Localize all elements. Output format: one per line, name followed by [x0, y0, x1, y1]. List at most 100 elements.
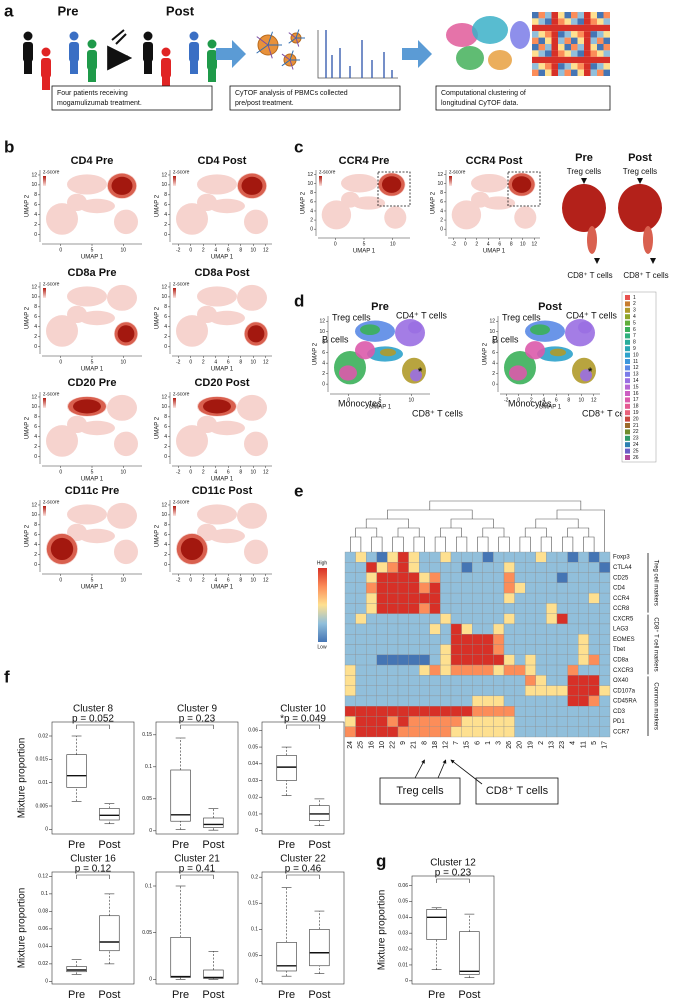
heatmap-cell: [578, 603, 589, 614]
star-label: *: [588, 366, 593, 378]
legend-label: 8: [633, 340, 636, 346]
legend-label: 25: [633, 448, 639, 454]
umap-title: CD20 Pre: [68, 377, 117, 389]
heatmap-cell: [366, 675, 377, 686]
dendrogram: [519, 536, 531, 552]
umap-cluster: [509, 365, 527, 381]
y-tick-label: 8: [164, 414, 167, 420]
antibody: [281, 59, 291, 67]
heatmap-cell: [588, 551, 600, 563]
umap-high: [511, 176, 532, 193]
heatmap-cell: [535, 572, 547, 583]
heatmap-cell: [366, 654, 377, 666]
y-tick-label: 6: [34, 202, 37, 208]
heatmap-cell: [450, 685, 462, 697]
column-label: 11: [580, 741, 587, 748]
heatmap-cell: [514, 572, 526, 583]
heatmap-cell: [429, 613, 441, 625]
dendrogram: [583, 536, 595, 552]
y-tick-label: 2: [34, 552, 37, 558]
heatmap-thumbnail: [564, 69, 571, 76]
heatmap-cell: [567, 634, 579, 645]
panel-label: g: [376, 851, 386, 870]
y-tick-label: 2: [492, 371, 495, 377]
heatmap-cell: [503, 664, 515, 676]
heatmap-cell: [556, 654, 568, 666]
p-value: *p = 0.049: [280, 714, 326, 725]
x-tick-label: 5: [91, 577, 94, 583]
umap-region: [46, 203, 78, 235]
pointer: [637, 178, 643, 184]
heatmap-cell: [419, 551, 430, 563]
y-tick-label: 2: [440, 217, 443, 223]
heatmap-cell: [493, 685, 505, 697]
heatmap-thumbnail: [532, 63, 539, 70]
heatmap-cell: [419, 726, 430, 738]
cell-type-label: Treg cells: [502, 312, 541, 322]
heatmap-cell: [482, 603, 494, 614]
heatmap-thumbnail: [577, 31, 584, 38]
heatmap-cell: [599, 644, 611, 655]
heatmap-cell: [419, 644, 430, 655]
heatmap-thumbnail: [577, 37, 584, 44]
heatmap-cell: [440, 654, 452, 666]
heatmap-cell: [429, 726, 441, 738]
heatmap-cell: [546, 654, 558, 666]
heatmap-thumbnail: [590, 63, 597, 70]
heatmap-cell: [408, 716, 420, 727]
person-legs: [208, 68, 216, 82]
heatmap-cell: [397, 654, 409, 666]
column-label: 23: [559, 741, 566, 749]
x-tick-label: -2: [176, 469, 181, 475]
chart-title: Cluster 8: [73, 704, 113, 715]
heatmap-cell: [397, 551, 409, 563]
x-tick-label: Post: [202, 989, 224, 1000]
heatmap-cell: [578, 706, 589, 717]
heatmap-cell: [535, 562, 547, 573]
legend-label: 10: [633, 352, 639, 358]
heatmap-cell: [419, 572, 430, 583]
heatmap-thumbnail: [532, 69, 539, 76]
y-tick-label: 6: [164, 424, 167, 430]
heatmap-cell: [588, 706, 600, 717]
legend-swatch: [625, 346, 630, 352]
heatmap-thumbnail: [571, 69, 578, 76]
legend-label: 5: [633, 320, 636, 326]
x-tick-label: 0: [59, 577, 62, 583]
umap-region: [244, 539, 268, 565]
heatmap-cell: [355, 675, 367, 686]
heatmap-thumbnail: [590, 24, 597, 32]
x-tick-label: 8: [567, 397, 570, 403]
umap-region: [79, 420, 115, 436]
heatmap-cell: [408, 603, 420, 614]
heatmap-cell: [408, 562, 420, 573]
heatmap-cell: [440, 551, 452, 563]
heatmap-cell: [397, 685, 409, 697]
umap-region: [209, 528, 245, 544]
heatmap-cell: [387, 706, 399, 717]
heatmap-thumbnail: [584, 18, 591, 25]
heatmap-cell: [525, 613, 536, 625]
legend-label: 19: [633, 410, 639, 416]
y-tick-label: 4: [492, 361, 495, 367]
column-label: 25: [358, 741, 365, 749]
umap-cluster: [550, 348, 566, 357]
x-axis-label: UMAP 1: [369, 405, 392, 411]
heatmap-cell: [366, 695, 377, 707]
heatmap-cell: [556, 572, 568, 583]
heatmap-thumbnail: [571, 56, 578, 64]
box: [170, 769, 191, 822]
heatmap-cell: [588, 726, 600, 738]
heatmap-thumbnail: [603, 37, 610, 44]
plot-frame: [411, 875, 495, 985]
umap-region: [114, 209, 138, 235]
y-tick-label: 6: [34, 532, 37, 538]
heatmap-thumbnail: [584, 56, 591, 64]
y-tick-label: 4: [34, 434, 37, 440]
umap-region: [197, 523, 217, 542]
plot-frame: [155, 871, 239, 985]
dendrogram: [567, 527, 590, 537]
y-axis-label: UMAP 2: [313, 342, 319, 365]
heatmap-cell: [344, 664, 356, 676]
heatmap-cell: [355, 551, 367, 563]
